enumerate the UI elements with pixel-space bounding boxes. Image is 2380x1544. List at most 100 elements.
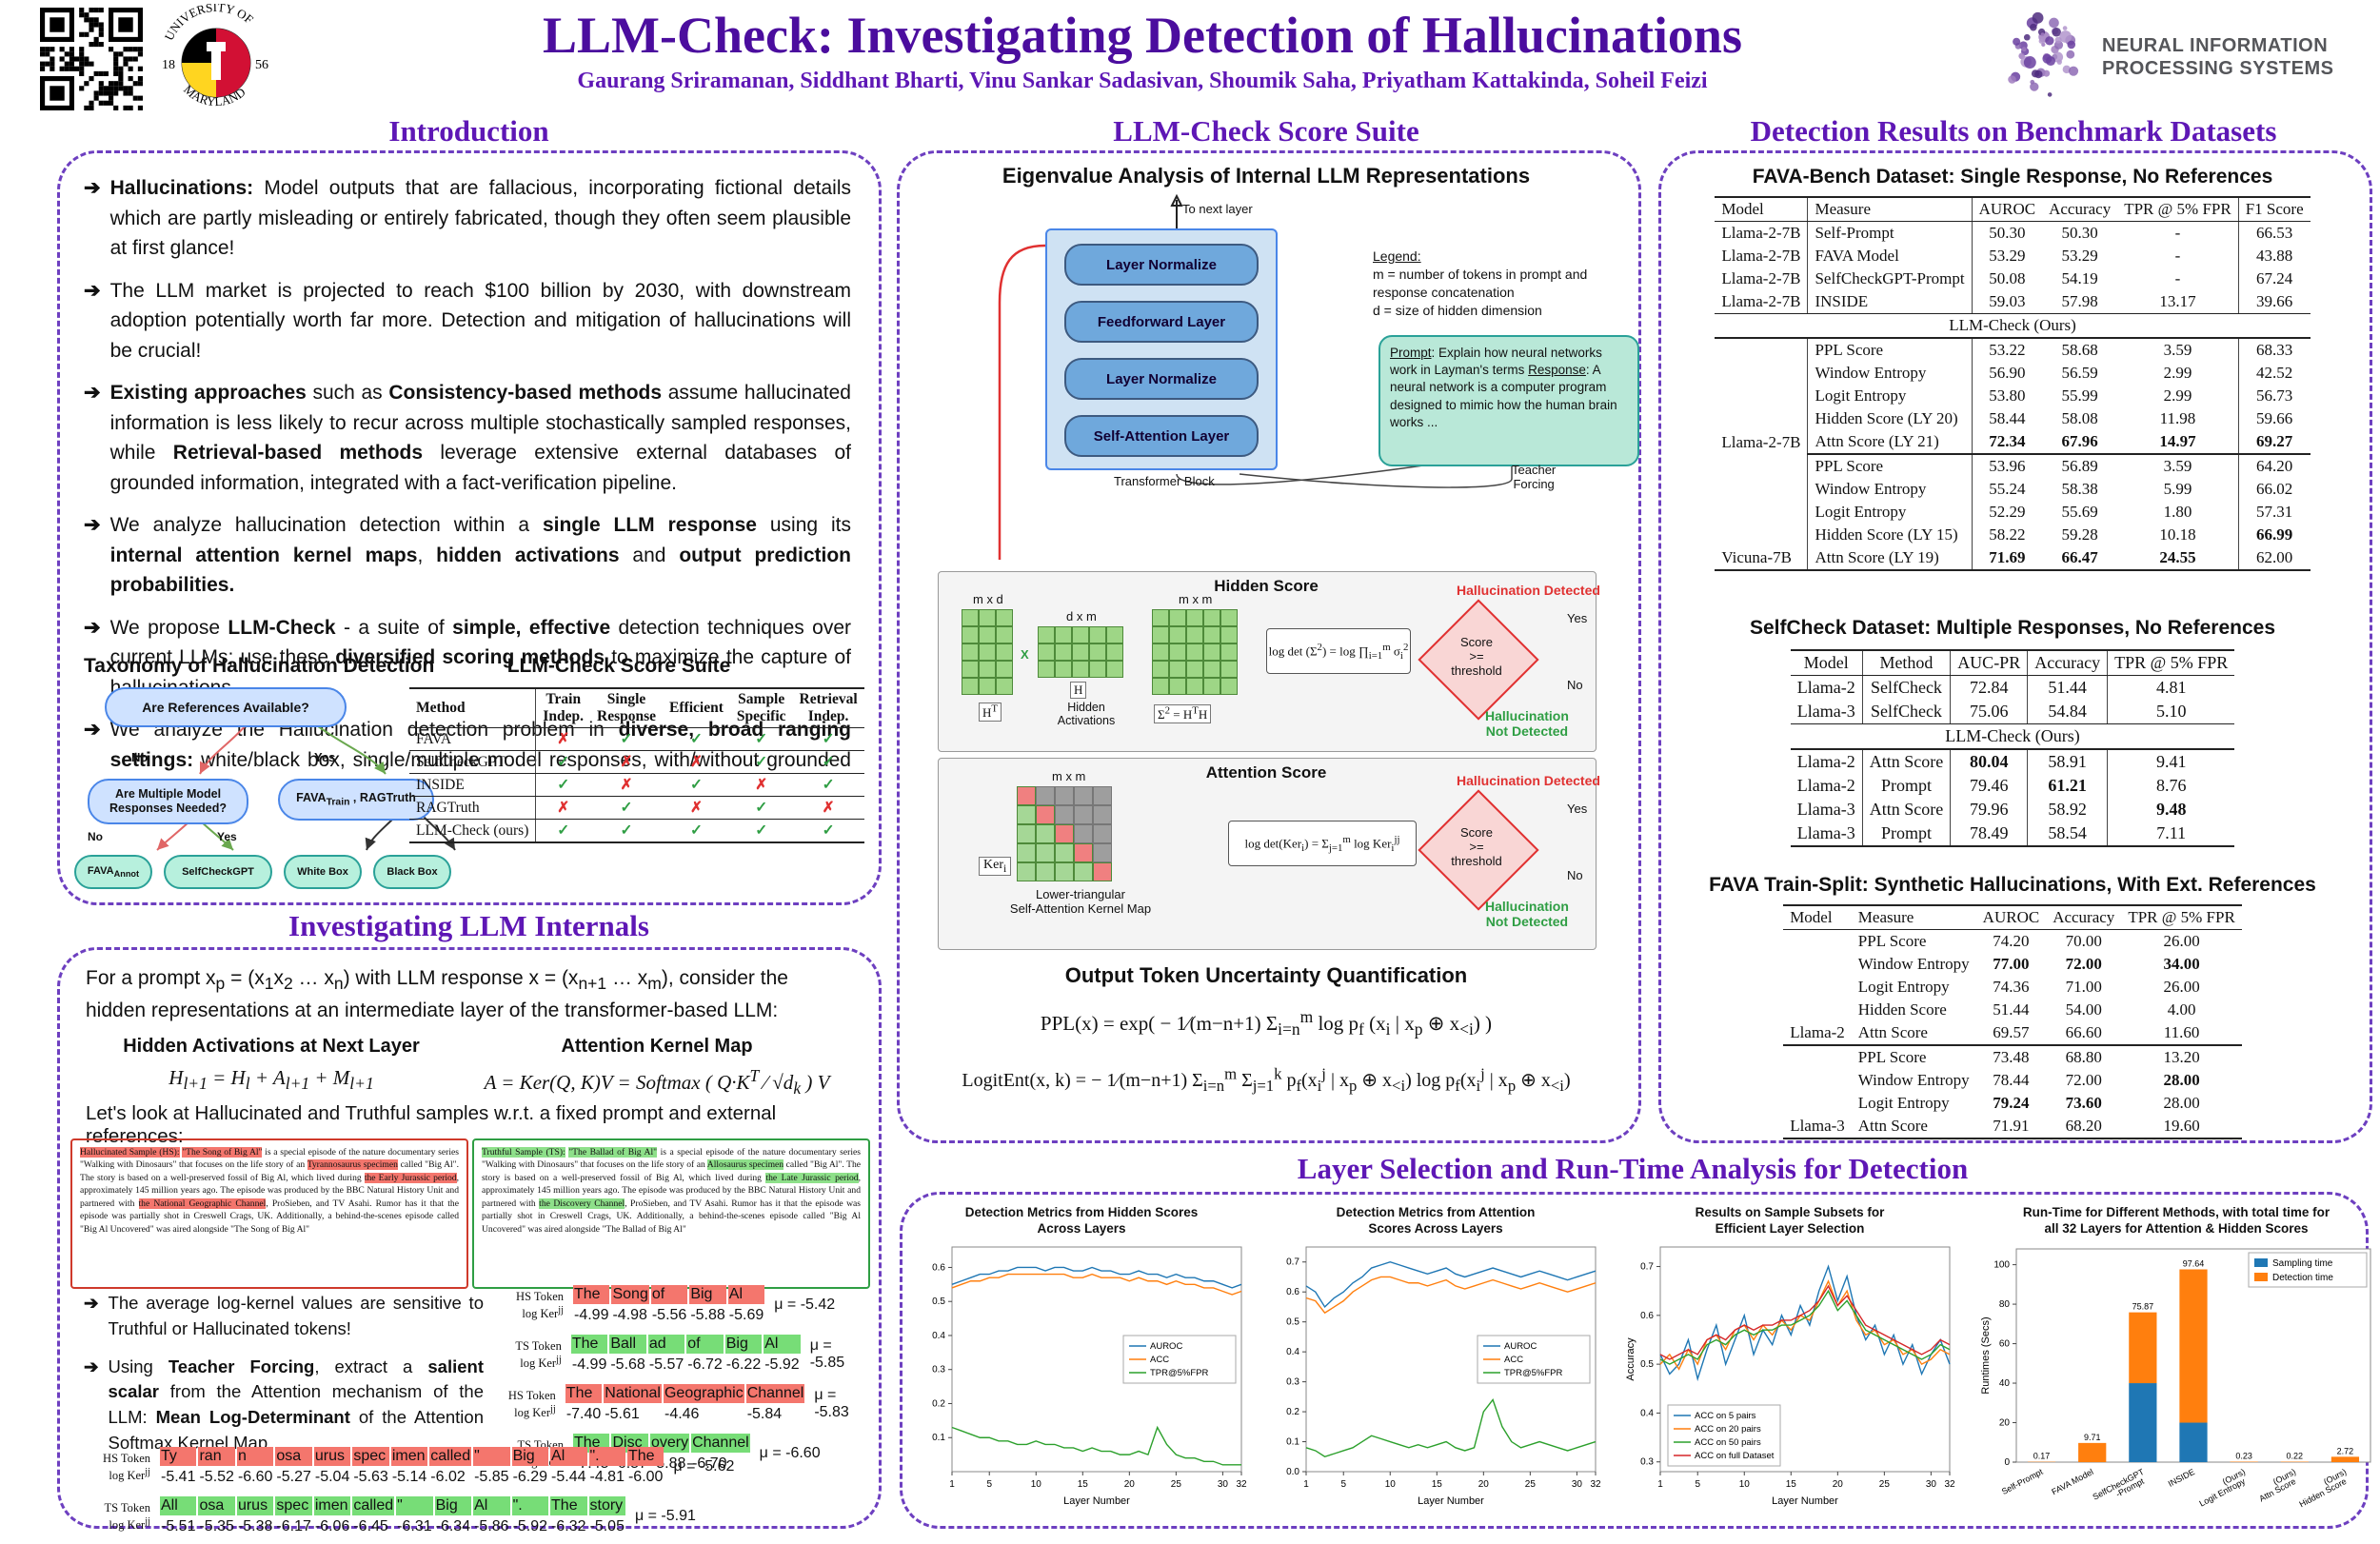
taxonomy-root: Are References Available? bbox=[105, 687, 347, 727]
hidden-m3-label: Σ2 = HTH bbox=[1154, 704, 1211, 723]
hidden-matrix-sigma bbox=[1152, 609, 1238, 695]
hidden-no-label: No bbox=[1567, 678, 1583, 692]
to-next-layer-label: To next layer bbox=[1182, 202, 1253, 216]
internals-bullet-0: ➔The average log-kernel values are sensi… bbox=[84, 1291, 484, 1342]
block-feedforward: Feedforward Layer bbox=[1064, 301, 1259, 343]
svg-text:0.1: 0.1 bbox=[1286, 1437, 1299, 1448]
svg-text:1: 1 bbox=[949, 1479, 955, 1490]
svg-text:ACC on full Dataset: ACC on full Dataset bbox=[1695, 1451, 1775, 1461]
block-layer-normalize-1: Layer Normalize bbox=[1064, 244, 1259, 286]
svg-text:0.2: 0.2 bbox=[932, 1398, 945, 1409]
svg-text:Detection time: Detection time bbox=[2272, 1273, 2333, 1283]
svg-text:TPR@5%FPR: TPR@5%FPR bbox=[1504, 1368, 1563, 1378]
svg-text:1: 1 bbox=[1303, 1479, 1309, 1490]
svg-text:0.5: 0.5 bbox=[1640, 1359, 1654, 1370]
svg-text:ACC on 50 pairs: ACC on 50 pairs bbox=[1695, 1437, 1761, 1448]
attention-notdetected-label: Hallucination Not Detected bbox=[1485, 899, 1569, 929]
taxonomy-yes-label: Yes bbox=[314, 750, 335, 764]
attention-kernel-matrix bbox=[1017, 786, 1112, 881]
prompt-response-box: Prompt: Explain how neural networks work… bbox=[1378, 335, 1639, 466]
legend-line3: d = size of hidden dimension bbox=[1373, 302, 1639, 320]
taxonomy-leaf-selfcheckgpt: SelfCheckGPT bbox=[164, 855, 272, 889]
svg-text:0.0: 0.0 bbox=[1286, 1467, 1299, 1477]
svg-text:Sampling time: Sampling time bbox=[2272, 1258, 2333, 1269]
svg-text:9.71: 9.71 bbox=[2084, 1433, 2101, 1442]
svg-text:Layer Number: Layer Number bbox=[1772, 1495, 1838, 1507]
svg-text:FAVA Model: FAVA Model bbox=[2050, 1467, 2094, 1496]
taxonomy-leaf-whitebox: White Box bbox=[284, 855, 362, 889]
hidden-m3-dim: m x m bbox=[1179, 592, 1212, 606]
svg-text:15: 15 bbox=[1786, 1479, 1797, 1490]
svg-text:1: 1 bbox=[1657, 1479, 1663, 1490]
svg-text:Layer Number: Layer Number bbox=[1418, 1495, 1484, 1507]
hidden-matrix-h bbox=[1038, 626, 1123, 678]
svg-text:5: 5 bbox=[1340, 1479, 1346, 1490]
taxonomy-left-node: Are Multiple Model Responses Needed? bbox=[88, 779, 248, 824]
internals-heading: Investigating LLM Internals bbox=[57, 909, 881, 943]
poster-authors: Gaurang Sriramanan, Siddhant Bharti, Vin… bbox=[305, 69, 1980, 94]
uncertainty-title: Output Token Uncertainty Quantification bbox=[897, 963, 1636, 988]
svg-text:10: 10 bbox=[1739, 1479, 1751, 1490]
selfcheck-title: SelfCheck Dataset: Multiple Responses, N… bbox=[1658, 617, 2367, 640]
svg-text:0.7: 0.7 bbox=[1640, 1262, 1654, 1273]
svg-text:0.4: 0.4 bbox=[1640, 1408, 1654, 1418]
hidden-matrix-ht bbox=[962, 609, 1013, 695]
svg-text:97.64: 97.64 bbox=[2183, 1258, 2205, 1268]
svg-text:Accuracy: Accuracy bbox=[1625, 1337, 1636, 1381]
svg-text:AUROC: AUROC bbox=[1504, 1341, 1537, 1352]
internals-bullets: ➔The average log-kernel values are sensi… bbox=[84, 1291, 484, 1469]
poster-title: LLM-Check: Investigating Detection of Ha… bbox=[305, 6, 1980, 65]
svg-text:0.7: 0.7 bbox=[1286, 1257, 1299, 1268]
svg-text:ACC: ACC bbox=[1150, 1355, 1169, 1365]
hidden-times: X bbox=[1021, 647, 1029, 662]
truthful-sample-box: Truthful Sample (TS): "The Ballad of Big… bbox=[472, 1138, 870, 1289]
svg-text:15: 15 bbox=[1432, 1479, 1443, 1490]
svg-text:18: 18 bbox=[162, 58, 175, 72]
svg-text:0.3: 0.3 bbox=[1286, 1377, 1299, 1388]
svg-text:20: 20 bbox=[1833, 1479, 1844, 1490]
svg-text:0.6: 0.6 bbox=[1640, 1311, 1654, 1321]
svg-text:0.23: 0.23 bbox=[2235, 1452, 2252, 1461]
logitent-formula: LogitEnt(x, k) = − 1⁄(m−n+1) Σi=nm Σj=1k… bbox=[897, 1064, 1636, 1096]
hidden-m1-dim: m x d bbox=[973, 592, 1003, 606]
svg-text:20: 20 bbox=[1999, 1418, 2011, 1429]
svg-text:32: 32 bbox=[1590, 1479, 1601, 1490]
svg-text:INSIDE: INSIDE bbox=[2167, 1467, 2196, 1489]
svg-text:ACC on 20 pairs: ACC on 20 pairs bbox=[1695, 1424, 1761, 1435]
qr-code bbox=[40, 8, 143, 110]
scoresuite-heading: LLM-Check Score Suite bbox=[895, 114, 1637, 148]
svg-text:100: 100 bbox=[1993, 1260, 2010, 1271]
neurips-line2: PROCESSING SYSTEMS bbox=[2102, 57, 2334, 80]
svg-text:10: 10 bbox=[1385, 1479, 1397, 1490]
chart-3: Run-Time for Different Methods, with tot… bbox=[1976, 1205, 2376, 1516]
hidden-m2-label: H bbox=[1070, 682, 1086, 699]
svg-text:0.4: 0.4 bbox=[1286, 1347, 1299, 1357]
svg-text:25: 25 bbox=[1171, 1479, 1182, 1490]
legend-title: Legend: bbox=[1373, 247, 1639, 266]
svg-text:Self-Prompt: Self-Prompt bbox=[2000, 1467, 2045, 1496]
svg-text:0.3: 0.3 bbox=[932, 1365, 945, 1376]
internals-intro: For a prompt xp = (x1x2 … xn) with LLM r… bbox=[86, 963, 847, 1026]
score-suite-title: LLM-Check Score Suite bbox=[409, 655, 828, 678]
hidden-m2-sublabel: Hidden Activations bbox=[1043, 701, 1129, 727]
attention-dim: m x m bbox=[1052, 769, 1085, 783]
svg-text:20: 20 bbox=[1478, 1479, 1490, 1490]
bullet-arrow-icon: ➔ bbox=[84, 1291, 99, 1342]
intro-heading: Introduction bbox=[57, 114, 881, 148]
taxonomy-leaf-fava: FAVAAnnot bbox=[74, 855, 152, 889]
hallucinated-sample-box: Hallucinated Sample (HS): "The Song of B… bbox=[70, 1138, 468, 1289]
attention-kernel-eq: A = Ker(Q, K)V = Softmax ( Q·KT ⁄ √dk ) … bbox=[476, 1066, 838, 1099]
svg-text:2.72: 2.72 bbox=[2337, 1446, 2354, 1455]
